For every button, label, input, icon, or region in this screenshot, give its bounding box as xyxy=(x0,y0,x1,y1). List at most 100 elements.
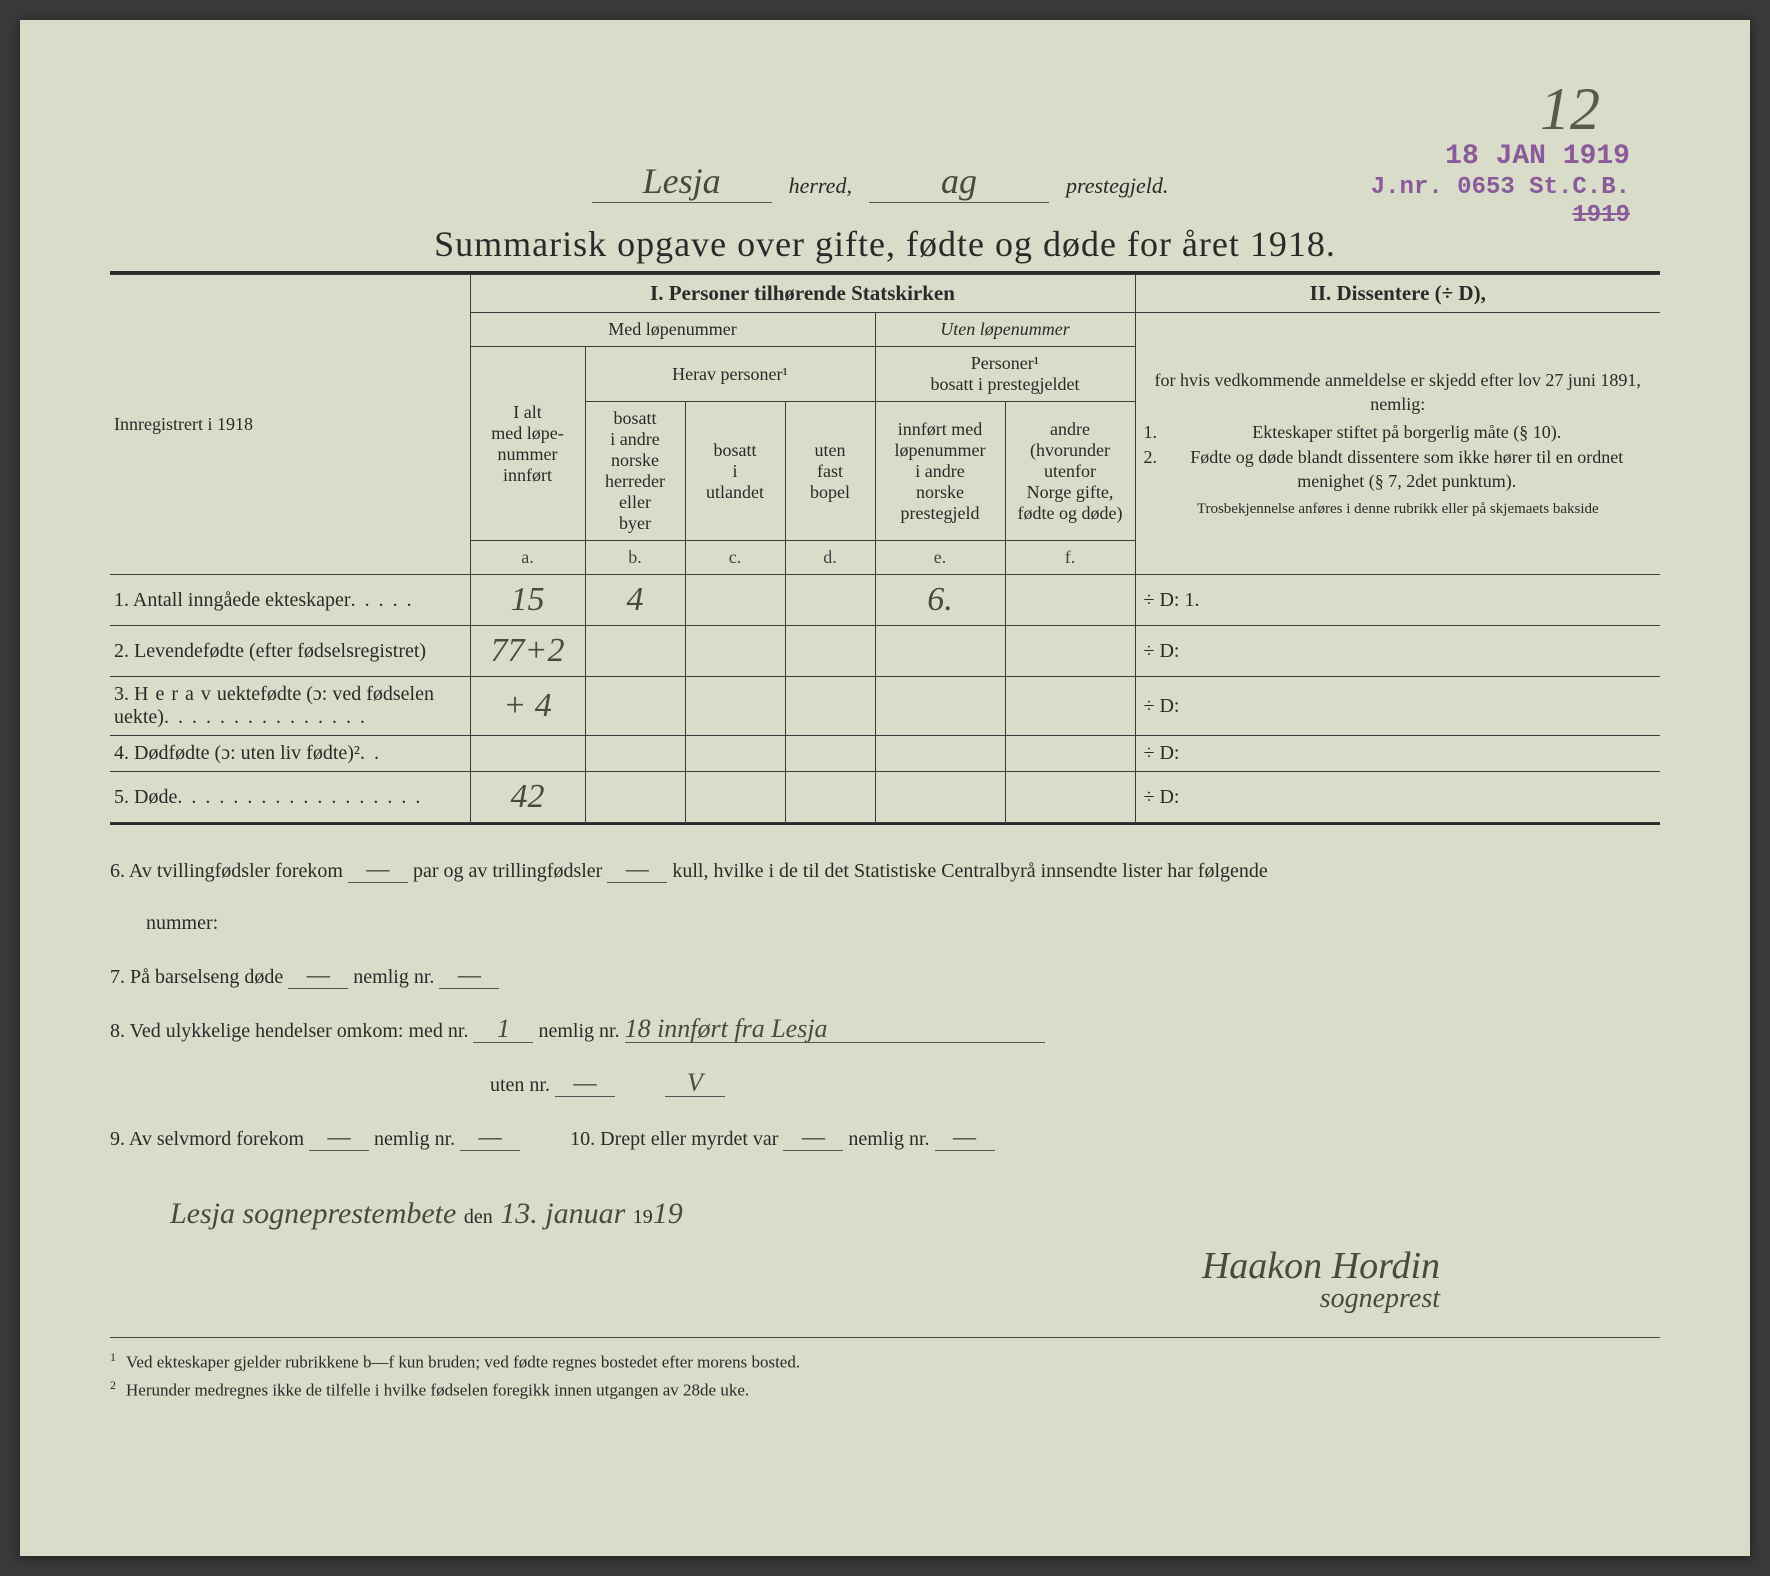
prestegjeld-label: prestegjeld. xyxy=(1066,173,1168,198)
stamp-year: 1919 xyxy=(1371,202,1630,231)
herred-label: herred, xyxy=(789,173,852,198)
cell-c xyxy=(685,677,785,736)
cell-c xyxy=(685,575,785,626)
cell-b xyxy=(585,677,685,736)
table-row: 2. Levendefødte (efter fødselsregistret)… xyxy=(110,626,1660,677)
cell-d xyxy=(785,677,875,736)
letter-f: f. xyxy=(1005,541,1135,575)
page-number: 12 xyxy=(1540,75,1600,144)
q9-val2: — xyxy=(460,1124,520,1151)
cell-b xyxy=(585,772,685,823)
q8-nr: 18 innført fra Lesja xyxy=(625,1016,1045,1043)
col-e-head: innført med løpenummer i andre norske pr… xyxy=(875,402,1005,541)
cell-d xyxy=(785,626,875,677)
cell-a xyxy=(470,736,585,772)
uten-head: Uten løpenummer xyxy=(875,313,1135,347)
q9-label-b: nemlig nr. xyxy=(374,1128,455,1150)
cell-a: 15 xyxy=(470,575,585,626)
section2-head: II. Dissentere (÷ D), xyxy=(1135,275,1660,313)
cell-f xyxy=(1005,677,1135,736)
q7-val1: — xyxy=(288,962,348,989)
q8-uten: — xyxy=(555,1070,615,1097)
col-a-head: I alt med løpe- nummer innført xyxy=(470,347,585,541)
year-suffix: 19 xyxy=(653,1197,683,1230)
q8-label-b: nemlig nr. xyxy=(538,1020,619,1042)
diss-item-1: Ekteskaper stiftet på borgerlig måte (§ … xyxy=(1162,420,1653,444)
row-label: 2. Levendefødte (efter fødselsregistret) xyxy=(110,626,470,677)
col-c-head: bosatt i utlandet xyxy=(685,402,785,541)
q6-label-b: par og av trillingfødsler xyxy=(413,860,602,882)
cell-e xyxy=(875,772,1005,823)
letter-d: d. xyxy=(785,541,875,575)
cell-b xyxy=(585,736,685,772)
cell-b xyxy=(585,626,685,677)
cell-c xyxy=(685,736,785,772)
q8-row: 8. Ved ulykkelige hendelser omkom: med n… xyxy=(110,1005,1660,1057)
cell-f xyxy=(1005,626,1135,677)
personer-head: Personer¹ bosatt i prestegjeldet xyxy=(875,347,1135,402)
signature-title: sogneprest xyxy=(110,1285,1440,1313)
col-b-head: bosatt i andre norske herreder eller bye… xyxy=(585,402,685,541)
q10-val1: — xyxy=(783,1124,843,1151)
col-d-head: uten fast bopel xyxy=(785,402,875,541)
dissenter-desc: for hvis vedkommende anmeldelse er skjed… xyxy=(1135,313,1660,575)
cell-e xyxy=(875,626,1005,677)
cell-e xyxy=(875,736,1005,772)
cell-f xyxy=(1005,772,1135,823)
q7-row: 7. På barselseng døde — nemlig nr. — xyxy=(110,951,1660,1003)
cell-g: ÷ D: xyxy=(1135,677,1660,736)
cell-e: 6. xyxy=(875,575,1005,626)
cell-d xyxy=(785,772,875,823)
bottom-questions: 6. Av tvillingfødsler forekom — par og a… xyxy=(110,845,1660,1313)
q6-kull: — xyxy=(607,856,667,883)
col-f-head: andre (hvorunder utenfor Norge gifte, fø… xyxy=(1005,402,1135,541)
section1-head: I. Personer tilhørende Statskirken xyxy=(470,275,1135,313)
footnote-2: 2Herunder medregnes ikke de tilfelle i h… xyxy=(110,1376,1660,1404)
cell-c xyxy=(685,626,785,677)
q8-label: 8. Ved ulykkelige hendelser omkom: med n… xyxy=(110,1020,468,1042)
q9-q10-row: 9. Av selvmord forekom — nemlig nr. — 10… xyxy=(110,1113,1660,1165)
row-label: 3. H e r a v uektefødte (ɔ: ved fødselen… xyxy=(110,677,470,736)
footnote-1: 1Ved ekteskaper gjelder rubrikkene b—f k… xyxy=(110,1348,1660,1376)
left-header: Innregistrert i 1918 xyxy=(110,275,470,575)
letter-e: e. xyxy=(875,541,1005,575)
cell-a: 77+2 xyxy=(470,626,585,677)
diss-item-2: Fødte og døde blandt dissentere som ikke… xyxy=(1162,445,1653,494)
prestegjeld-field: ag xyxy=(869,160,1049,203)
q8-med: 1 xyxy=(473,1016,533,1043)
letter-a: a. xyxy=(470,541,585,575)
row-label: 5. Døde. . . . . . . . . . . . . . . . .… xyxy=(110,772,470,823)
cell-f xyxy=(1005,575,1135,626)
q10-label: 10. Drept eller myrdet var xyxy=(570,1128,778,1150)
q10-label-b: nemlig nr. xyxy=(848,1128,929,1150)
table-row: 1. Antall inngåede ekteskaper. . . . .15… xyxy=(110,575,1660,626)
letter-c: c. xyxy=(685,541,785,575)
stamp-date: 18 JAN 1919 xyxy=(1371,140,1630,174)
cell-g: ÷ D: xyxy=(1135,626,1660,677)
document-page: 12 18 JAN 1919 J.nr. 0653 St.C.B. 1919 L… xyxy=(20,20,1750,1556)
signature: Haakon Hordin sogneprest xyxy=(110,1247,1660,1313)
med-head: Med løpenummer xyxy=(470,313,875,347)
cell-f xyxy=(1005,736,1135,772)
herav-head: Herav personer¹ xyxy=(585,347,875,402)
footnotes: 1Ved ekteskaper gjelder rubrikkene b—f k… xyxy=(110,1337,1660,1404)
q10-val2: — xyxy=(935,1124,995,1151)
q6-row: 6. Av tvillingfødsler forekom — par og a… xyxy=(110,845,1660,949)
q9-val1: — xyxy=(309,1124,369,1151)
cell-b: 4 xyxy=(585,575,685,626)
q6-label-c: kull, hvilke i de til det Statistiske Ce… xyxy=(672,860,1267,882)
q8-v: V xyxy=(665,1070,725,1097)
cell-g: ÷ D: xyxy=(1135,736,1660,772)
main-table: Innregistrert i 1918 I. Personer tilhøre… xyxy=(110,274,1660,823)
place: Lesja sogneprestembete xyxy=(110,1197,456,1230)
receipt-stamp: 18 JAN 1919 J.nr. 0653 St.C.B. 1919 xyxy=(1371,140,1630,231)
letter-b: b. xyxy=(585,541,685,575)
table-row: 5. Døde. . . . . . . . . . . . . . . . .… xyxy=(110,772,1660,823)
cell-a: + 4 xyxy=(470,677,585,736)
q8-label-c: uten nr. xyxy=(490,1074,550,1096)
cell-e xyxy=(875,677,1005,736)
cell-g: ÷ D: xyxy=(1135,772,1660,823)
q9-label: 9. Av selvmord forekom xyxy=(110,1128,304,1150)
table-bottom-rule xyxy=(110,823,1660,825)
q7-label-b: nemlig nr. xyxy=(353,966,434,988)
